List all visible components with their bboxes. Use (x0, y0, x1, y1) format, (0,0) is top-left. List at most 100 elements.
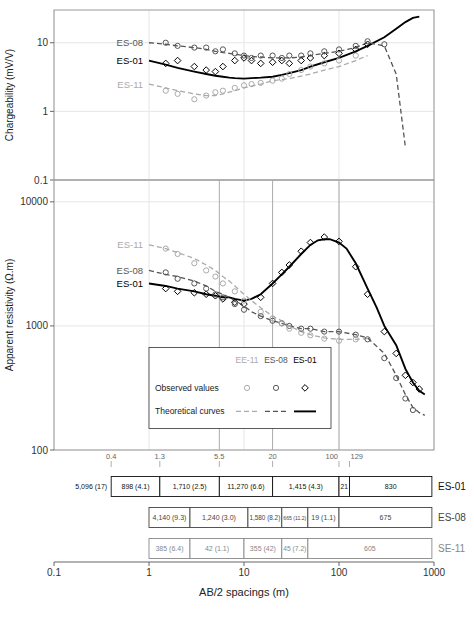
observed-point (322, 336, 327, 341)
layer-label: 385 (6.4) (155, 545, 183, 553)
observed-point (232, 289, 237, 294)
tick-label: 1000 (26, 320, 49, 331)
observed-point (322, 61, 327, 66)
plot-area (111, 477, 432, 559)
observed-point (287, 53, 292, 58)
layer (282, 539, 308, 559)
observed-point (322, 329, 327, 334)
observed-point (393, 350, 400, 357)
observed-point (286, 262, 293, 269)
grid-line (54, 42, 434, 43)
observed-point (175, 276, 180, 281)
observed-point (336, 329, 341, 334)
layer (308, 508, 339, 528)
layer-label: 21 (341, 483, 349, 490)
layer (339, 477, 350, 497)
layer-label: 1,710 (2.5) (173, 483, 207, 491)
layer (244, 539, 282, 559)
observed-point (353, 53, 358, 58)
layer-label: 675 (380, 514, 392, 521)
legend-symbol (294, 410, 316, 412)
legend-label: Theoretical curves (155, 406, 224, 416)
grid-line (149, 10, 150, 180)
observed-point (321, 234, 328, 241)
boundary-line (339, 180, 340, 450)
observed-point (279, 321, 284, 326)
observed-point (410, 379, 417, 386)
tick-label: 100 (331, 567, 348, 578)
tick-label: 10000 (20, 196, 48, 207)
observed-point (269, 59, 276, 66)
observed-point (249, 81, 254, 86)
boundary-tick (339, 461, 340, 467)
observed-point (365, 39, 370, 44)
observed-point (279, 55, 284, 60)
series-label: ES-01 (117, 55, 143, 66)
boundary-label: 1.3 (155, 452, 165, 461)
boundary-tick (159, 461, 160, 467)
boundary-tick (349, 461, 350, 467)
legend: EE-11ES-08ES-01Observed valuesTheoretica… (149, 347, 331, 428)
observed-point (212, 68, 219, 75)
observed-point (394, 375, 399, 380)
observed-point (191, 289, 198, 296)
observed-point (299, 53, 304, 58)
observed-point (279, 321, 284, 326)
row-label: SE-11 (438, 543, 465, 554)
grid-line (54, 201, 434, 202)
layer-label: 355 (42) (250, 545, 276, 553)
observed-point (220, 88, 225, 93)
series-label: ES-11 (117, 239, 143, 250)
observed-point (203, 67, 210, 74)
observed-point (192, 97, 197, 102)
tick-label: 1 (42, 106, 48, 117)
observed-point (174, 57, 181, 64)
observed-point (258, 309, 263, 314)
tick-mark (50, 450, 54, 451)
observed-point (308, 51, 313, 56)
observed-point (364, 291, 371, 298)
layer-label: 830 (385, 483, 397, 490)
observed-point (402, 372, 409, 379)
observed-point (162, 60, 169, 67)
legend-header: EE-11 (236, 355, 259, 365)
layer-label: 605 (364, 545, 376, 552)
observed-point (220, 47, 225, 52)
legend-label: Observed values (155, 383, 219, 393)
series-label: ES-11 (117, 79, 143, 90)
tick-label: 10 (238, 567, 250, 578)
observed-point (353, 43, 358, 48)
layer (339, 508, 432, 528)
tick-mark (50, 42, 54, 43)
observed-point (213, 292, 218, 297)
grid-line (54, 111, 434, 112)
observed-point (212, 292, 219, 299)
layer-label: 42 (1.1) (205, 545, 229, 553)
axis-title: Apparent resistivity (Ω.m) (4, 259, 15, 372)
observed-point (322, 49, 327, 54)
observed-point (416, 386, 423, 393)
row-label: ES-08 (438, 512, 466, 523)
observed-point (365, 337, 370, 342)
layer-label: 665 (11.2) (283, 515, 306, 521)
boundary-tick (272, 461, 273, 467)
observed-point (403, 396, 408, 401)
observed-point (175, 251, 180, 256)
series-label: ES-01 (117, 278, 143, 289)
observed-point (220, 295, 225, 300)
observed-point (241, 307, 246, 312)
layer-label: 45 (7.2) (283, 545, 306, 553)
observed-point (381, 328, 388, 335)
observed-point (213, 274, 218, 279)
tick-label: 0.1 (34, 175, 48, 186)
observed-point (232, 51, 237, 56)
plot-frame (54, 10, 434, 180)
observed-point (163, 88, 168, 93)
layer-label: 1,580 (8.2) (249, 514, 280, 522)
observed-point (249, 55, 254, 60)
observed-point (241, 53, 246, 58)
row-label: ES-01 (438, 481, 466, 492)
legend-symbol (244, 385, 249, 390)
tick-mark (50, 201, 54, 202)
observed-point (270, 78, 275, 83)
